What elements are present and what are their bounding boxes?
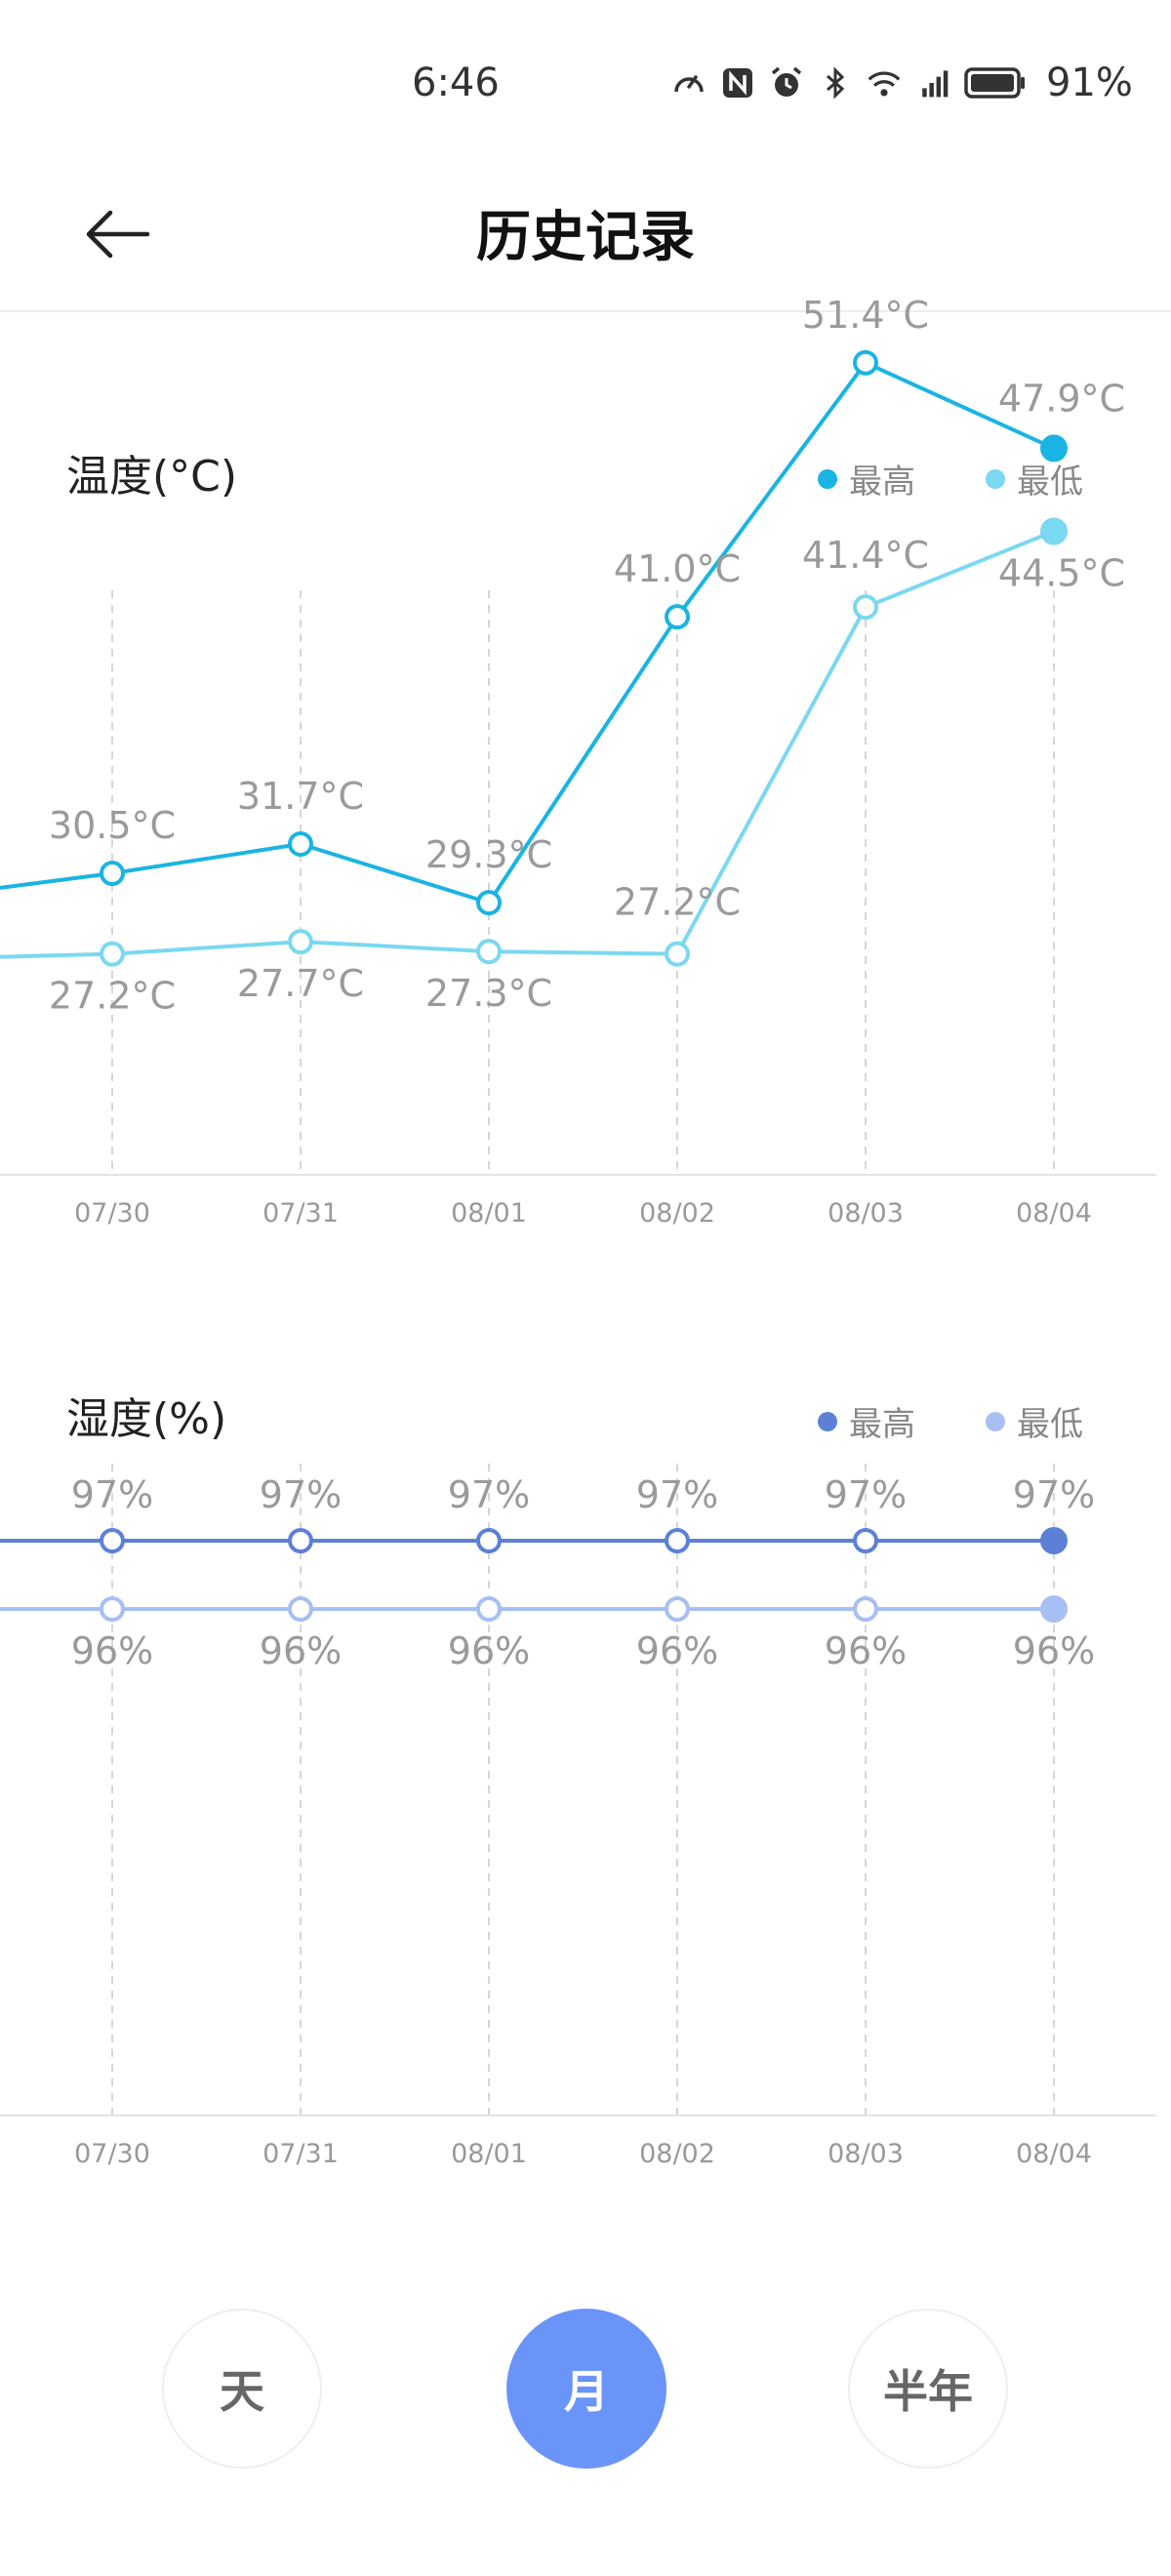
data-point xyxy=(100,941,125,967)
x-tick-label: 08/02 xyxy=(639,2139,715,2169)
humidity-chart-title: 湿度(%) xyxy=(66,1394,227,1444)
data-label: 97% xyxy=(636,1473,718,1516)
data-label: 30.5°C xyxy=(49,804,176,847)
x-tick-label: 07/30 xyxy=(74,2139,150,2169)
data-point xyxy=(1040,1595,1068,1623)
legend-high-label: 最高 xyxy=(849,463,915,502)
legend-low-dot xyxy=(986,468,1005,489)
x-tick-label: 07/31 xyxy=(262,2139,339,2169)
legend-high-label: 最高 xyxy=(849,1405,915,1444)
x-tick-label: 08/04 xyxy=(1016,2139,1092,2169)
legend-high-dot xyxy=(818,1411,837,1431)
data-label: 29.3°C xyxy=(425,833,552,876)
data-point xyxy=(665,1528,690,1553)
data-point xyxy=(288,929,313,955)
data-point xyxy=(100,1596,125,1622)
data-point xyxy=(288,1528,313,1553)
x-tick-label: 07/31 xyxy=(262,1198,339,1228)
data-label: 96% xyxy=(825,1630,907,1672)
page-title: 历史记录 xyxy=(476,206,695,269)
humidity-legend: 最高 最低 xyxy=(818,1397,1083,1445)
battery-icon xyxy=(964,65,1027,101)
nfc-icon xyxy=(720,65,755,101)
back-button[interactable] xyxy=(78,195,156,273)
data-label: 97% xyxy=(71,1473,153,1516)
temperature-legend: 最高 最低 xyxy=(818,455,1083,503)
legend-low-dot xyxy=(986,1411,1005,1431)
arrow-left-icon xyxy=(86,210,150,259)
status-bar: 6:46 91% xyxy=(0,0,1171,166)
data-point xyxy=(1040,434,1068,463)
data-label: 41.4°C xyxy=(802,534,929,577)
data-point xyxy=(665,1596,690,1622)
data-label: 97% xyxy=(825,1473,907,1516)
data-point xyxy=(476,939,502,965)
data-point xyxy=(853,1528,878,1553)
legend-low-label: 最低 xyxy=(1017,463,1083,502)
x-tick-label: 08/04 xyxy=(1016,1198,1092,1228)
data-label: 96% xyxy=(260,1630,342,1672)
data-point xyxy=(288,830,313,857)
data-label: 97% xyxy=(448,1473,530,1516)
humidity-chart: 07/30 07/31 08/01 08/02 08/03 08/04 97% 97% 97% 9… xyxy=(0,1464,1156,2169)
temperature-chart-title: 温度(°C) xyxy=(66,452,238,502)
data-point xyxy=(476,1528,502,1553)
data-label: 47.9°C xyxy=(998,377,1125,420)
temperature-chart: 07/30 07/31 08/01 08/02 08/03 08/04 30.5°C 31.7… xyxy=(0,294,1156,1228)
data-label: 97% xyxy=(1013,1473,1095,1516)
battery-percentage: 91% xyxy=(1046,60,1133,105)
x-tick-label: 08/01 xyxy=(451,1198,527,1228)
status-icons: 91% xyxy=(671,60,1133,105)
wifi-icon xyxy=(867,65,902,101)
tab-month[interactable]: 月 xyxy=(506,2309,666,2469)
x-tick-label: 08/02 xyxy=(639,1198,715,1228)
data-label: 27.7°C xyxy=(237,962,364,1005)
data-label: 27.2°C xyxy=(614,881,741,924)
data-label: 27.2°C xyxy=(49,975,176,1018)
data-label: 97% xyxy=(260,1473,342,1516)
data-point xyxy=(476,1596,502,1622)
cellular-5g-icon xyxy=(915,65,950,101)
data-point xyxy=(288,1596,313,1622)
data-point xyxy=(1040,1527,1068,1554)
data-label: 31.7°C xyxy=(237,775,364,818)
status-time: 6:46 xyxy=(412,60,500,105)
header: 历史记录 xyxy=(0,166,1171,312)
legend-low-label: 最低 xyxy=(1017,1405,1083,1444)
x-tick-label: 08/01 xyxy=(451,2139,527,2169)
data-label: 44.5°C xyxy=(998,552,1125,595)
data-label: 96% xyxy=(1013,1630,1095,1672)
data-label: 96% xyxy=(448,1630,530,1672)
x-tick-label: 07/30 xyxy=(74,1198,150,1228)
data-point xyxy=(100,861,125,887)
tab-day[interactable]: 天 xyxy=(162,2309,322,2469)
alarm-icon xyxy=(769,65,804,101)
data-point xyxy=(665,941,690,967)
tab-half-year[interactable]: 半年 xyxy=(848,2309,1008,2469)
data-label: 41.0°C xyxy=(614,547,741,590)
data-label: 27.3°C xyxy=(425,972,552,1015)
data-point xyxy=(853,594,878,621)
x-tick-label: 08/03 xyxy=(828,1198,904,1228)
data-point xyxy=(476,890,502,916)
data-label: 96% xyxy=(71,1630,153,1672)
data-point xyxy=(665,604,690,630)
data-point xyxy=(100,1528,125,1553)
data-label: 51.4°C xyxy=(802,294,929,337)
data-point xyxy=(853,1596,878,1622)
speedometer-icon xyxy=(671,65,707,101)
legend-high-dot xyxy=(818,468,837,489)
x-tick-label: 08/03 xyxy=(828,2139,904,2169)
data-point xyxy=(853,349,878,376)
data-point xyxy=(1040,517,1068,545)
data-label: 96% xyxy=(636,1630,718,1672)
bluetooth-icon xyxy=(818,65,853,101)
